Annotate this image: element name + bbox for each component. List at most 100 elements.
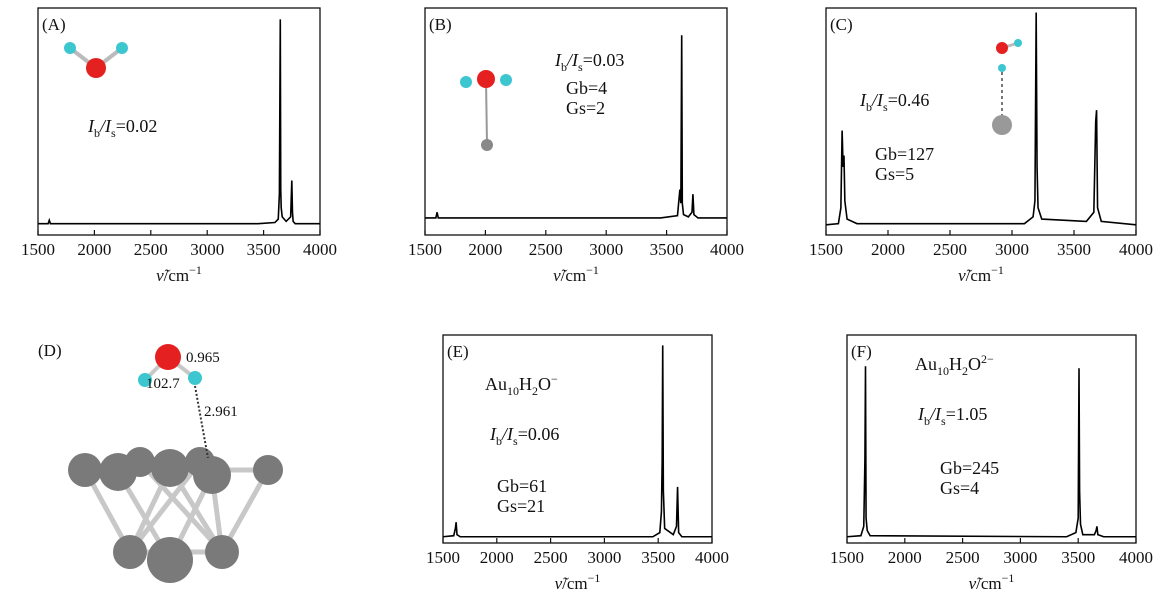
annotation: Gb=4 [566, 78, 607, 98]
text-run: Au [915, 354, 937, 374]
text-run: =0.03 [583, 50, 625, 70]
plot-frame [847, 335, 1136, 543]
text-run: Gb=61 [497, 476, 547, 496]
annotation: Gs=21 [497, 496, 545, 516]
x-tick-label: 2500 [529, 240, 563, 259]
text-run: =0.06 [518, 424, 560, 444]
text-run: Gs=4 [940, 478, 979, 498]
text-run: =1.05 [946, 404, 988, 424]
x-tick-label: 2500 [946, 548, 980, 567]
x-tick-label: 4000 [303, 240, 337, 259]
x-tick-label: 4000 [1119, 240, 1153, 259]
x-tick-label: 2000 [871, 240, 905, 259]
x-tick-label: 3500 [650, 240, 684, 259]
x-tick-label: 1500 [426, 548, 460, 567]
x-tick-label: 2000 [468, 240, 502, 259]
distance: 2.961 [204, 404, 238, 420]
x-tick-label: 3000 [995, 240, 1029, 259]
panel-label: (C) [830, 15, 853, 34]
x-axis-label: ν̃/cm−1 [156, 263, 202, 285]
text-run: Gs=5 [875, 164, 914, 184]
text-run: =0.02 [116, 116, 158, 136]
plot-frame [826, 8, 1136, 235]
x-tick-label: 3000 [190, 240, 224, 259]
annotation: Ib/Is=0.46 [859, 90, 929, 114]
text-run: Gb=4 [566, 78, 607, 98]
x-tick-label: 4000 [695, 548, 729, 567]
x-tick-label: 3500 [1057, 240, 1091, 259]
x-tick-label: 1500 [21, 240, 55, 259]
x-tick-label: 2000 [888, 548, 922, 567]
x-tick-label: 2000 [77, 240, 111, 259]
text-run: 2− [981, 352, 994, 366]
annotation: Au10H2O2− [915, 352, 994, 378]
text-run: 10 [937, 364, 949, 378]
text-run: /cm [164, 266, 190, 285]
annotation: Ib/Is=0.03 [554, 50, 624, 74]
spectrum-line [443, 345, 712, 536]
x-tick-label: 4000 [710, 240, 744, 259]
annotation: Gs=5 [875, 164, 914, 184]
annotation: Ib/Is=0.06 [489, 424, 559, 448]
x-tick-label: 1500 [809, 240, 843, 259]
text-run: Gb=127 [875, 144, 934, 164]
panel-label: (F) [851, 342, 872, 361]
x-axis-label: ν̃/cm−1 [958, 263, 1004, 285]
text-run: O [968, 354, 981, 374]
panel-label: (E) [447, 342, 469, 361]
x-axis-label: ν̃/cm−1 [969, 571, 1015, 593]
text-run: Gs=21 [497, 496, 545, 516]
text-run: Gs=2 [566, 98, 605, 118]
annotation: Gs=2 [566, 98, 605, 118]
text-run: Au [485, 374, 507, 394]
x-tick-label: 3000 [1003, 548, 1037, 567]
panel-label: (B) [429, 15, 452, 34]
annotation: Gs=4 [940, 478, 979, 498]
x-tick-label: 2500 [134, 240, 168, 259]
x-tick-label: 3500 [1061, 548, 1095, 567]
text-run: Gb=245 [940, 458, 999, 478]
text-run: =0.46 [888, 90, 930, 110]
x-tick-label: 2500 [933, 240, 967, 259]
text-run: H [949, 354, 962, 374]
text-run: −1 [586, 263, 599, 277]
x-tick-label: 4000 [1119, 548, 1153, 567]
molecule-c [992, 39, 1022, 135]
annotation: Ib/Is=0.02 [87, 116, 157, 140]
panel-label: (D) [38, 341, 62, 360]
x-tick-label: 3000 [587, 548, 621, 567]
text-run: −1 [588, 571, 601, 585]
bond-angle: 102.7 [146, 376, 180, 392]
text-run: O [538, 374, 551, 394]
annotation: Ib/Is=1.05 [917, 404, 987, 428]
x-axis-label: ν̃/cm−1 [553, 263, 599, 285]
text-run: 10 [507, 384, 519, 398]
text-run: /cm [966, 266, 992, 285]
bond-length: 0.965 [186, 350, 220, 366]
figure: (D) 0.965 102.7 2.961 1500 2000 2500 3000 35… [0, 0, 1161, 604]
molecule-b [460, 70, 512, 151]
text-run: /cm [561, 266, 587, 285]
x-axis-label: ν̃/cm−1 [555, 571, 601, 593]
annotation: Au10H2O− [485, 372, 558, 398]
panel-label: (A) [42, 15, 66, 34]
text-run: −1 [1002, 571, 1015, 585]
plot-frame [38, 8, 320, 235]
text-run: H [519, 374, 532, 394]
text-run: /cm [562, 574, 588, 593]
x-tick-label: 3500 [247, 240, 281, 259]
text-run: −1 [991, 263, 1004, 277]
text-run: −1 [189, 263, 202, 277]
x-tick-label: 2500 [534, 548, 568, 567]
x-tick-label: 2000 [480, 548, 514, 567]
x-tick-label: 1500 [830, 548, 864, 567]
plot-frame [443, 335, 712, 543]
x-tick-label: 1500 [408, 240, 442, 259]
text-run: /cm [976, 574, 1002, 593]
x-tick-label: 3500 [641, 548, 675, 567]
spectrum-line [826, 13, 1136, 225]
x-tick-label: 3000 [589, 240, 623, 259]
text-run: − [551, 372, 558, 386]
spectrum-line [847, 366, 1136, 537]
annotation: Gb=245 [940, 458, 999, 478]
